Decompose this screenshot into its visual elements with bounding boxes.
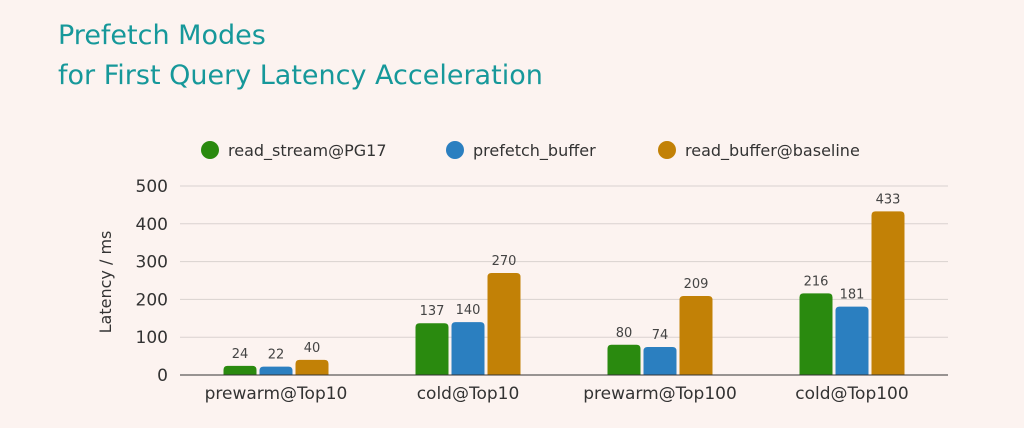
chart-title-line-1: Prefetch Modes [58,20,266,51]
bar-value-label: 181 [840,288,865,303]
y-tick-label: 400 [136,215,168,235]
x-category-label: cold@Top10 [417,384,520,404]
legend-item: read_buffer@baseline [658,141,860,161]
bar [295,359,329,375]
y-axis-label: Latency / ms [96,231,115,334]
chart-title: Prefetch Modes for First Query Latency A… [58,16,543,96]
y-tick-label: 0 [157,366,168,386]
bar [451,322,485,375]
bar [643,347,677,375]
legend-item: read_stream@PG17 [201,141,387,161]
bar-value-label: 74 [652,328,669,343]
legend: read_stream@PG17 prefetch_buffer read_buff… [201,141,860,161]
bar [679,295,713,375]
bar [259,366,293,375]
axes: 0 100 200 300 400 500 prewarm@Top10 cold@Top10 p… [136,177,948,404]
grid-lines [180,185,948,338]
legend-swatch [658,141,676,159]
bars [223,211,905,375]
bar-value-label: 140 [456,303,481,318]
y-tick-label: 300 [136,253,168,273]
bar-value-label: 433 [876,192,901,207]
y-tick-label: 200 [136,290,168,310]
chart-title-line-2: for First Query Latency Acceleration [58,60,543,91]
bar [415,323,449,375]
bar [871,211,905,375]
bar-value-label: 270 [492,254,517,269]
bar [607,344,641,375]
value-labels: 24 22 40 137 140 270 80 74 209 216 181 433 [232,192,901,362]
bar [835,306,869,375]
bar [799,293,833,375]
legend-label: prefetch_buffer [473,141,596,161]
bar-value-label: 209 [684,277,709,292]
bar-value-label: 216 [804,274,829,289]
bar-value-label: 137 [420,304,445,319]
legend-item: prefetch_buffer [446,141,596,161]
legend-label: read_buffer@baseline [685,141,860,161]
y-tick-label: 500 [136,177,168,197]
legend-swatch [201,141,219,159]
legend-label: read_stream@PG17 [228,141,387,161]
bar [223,365,257,375]
x-category-label: prewarm@Top100 [583,384,737,404]
legend-swatch [446,141,464,159]
bar-value-label: 40 [304,341,321,356]
bar-value-label: 24 [232,347,249,362]
x-category-label: cold@Top100 [795,384,908,404]
bar-value-label: 22 [268,348,285,363]
bar [487,272,521,375]
x-category-label: prewarm@Top10 [205,384,348,404]
y-tick-label: 100 [136,328,168,348]
bar-value-label: 80 [616,326,633,341]
